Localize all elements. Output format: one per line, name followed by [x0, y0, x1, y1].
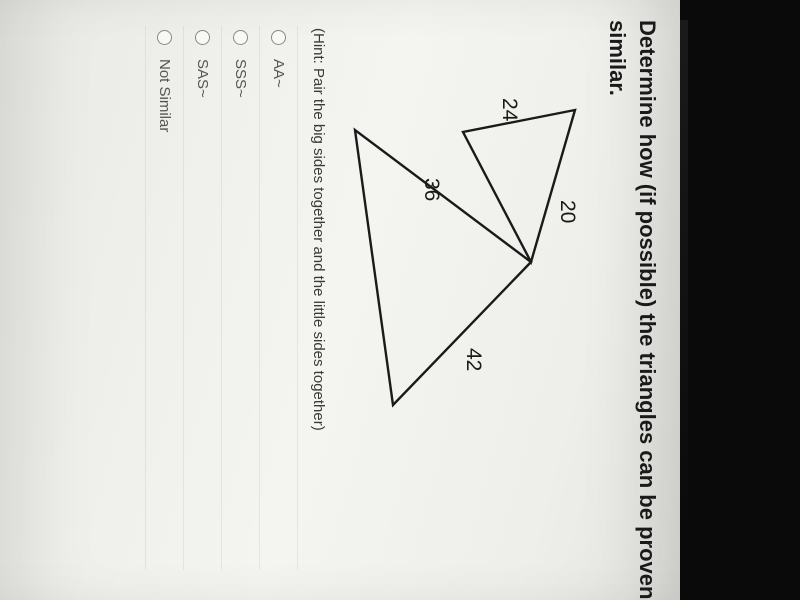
radio-icon	[271, 30, 286, 45]
option-aa[interactable]: AA~	[260, 26, 298, 570]
answer-options: AA~ SSS~ SAS~ Not Similar	[145, 0, 298, 600]
option-sss[interactable]: SSS~	[222, 26, 260, 570]
triangle-diagram: 20 24 42 36	[333, 70, 593, 430]
title-line-2: similar.	[605, 20, 630, 96]
large-triangle	[355, 130, 531, 405]
label-24: 24	[498, 98, 521, 122]
small-triangle	[463, 110, 575, 262]
hint-text: (Hint: Pair the big sides together and t…	[298, 0, 331, 600]
option-label: SAS~	[194, 59, 211, 98]
option-label: Not Similar	[156, 59, 173, 132]
radio-icon	[157, 30, 172, 45]
content-rotated: Determine how (if possible) the triangle…	[0, 0, 680, 600]
option-label: AA~	[270, 59, 287, 88]
label-20: 20	[556, 200, 579, 223]
title-line-1: Determine how (if possible) the triangle…	[635, 20, 660, 599]
diagram-container: 20 24 42 36	[333, 0, 593, 600]
question-title: Determine how (if possible) the triangle…	[597, 0, 680, 600]
label-36: 36	[420, 178, 443, 201]
option-sas[interactable]: SAS~	[184, 26, 222, 570]
option-not-similar[interactable]: Not Similar	[145, 26, 184, 570]
radio-icon	[195, 30, 210, 45]
dark-background-strip	[680, 0, 800, 600]
radio-icon	[233, 30, 248, 45]
label-42: 42	[462, 348, 485, 371]
worksheet-page: Determine how (if possible) the triangle…	[0, 0, 680, 600]
option-label: SSS~	[232, 59, 249, 98]
